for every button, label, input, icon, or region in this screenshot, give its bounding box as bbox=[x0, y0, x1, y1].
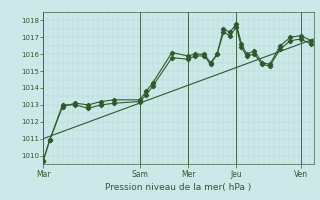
X-axis label: Pression niveau de la mer( hPa ): Pression niveau de la mer( hPa ) bbox=[105, 183, 252, 192]
